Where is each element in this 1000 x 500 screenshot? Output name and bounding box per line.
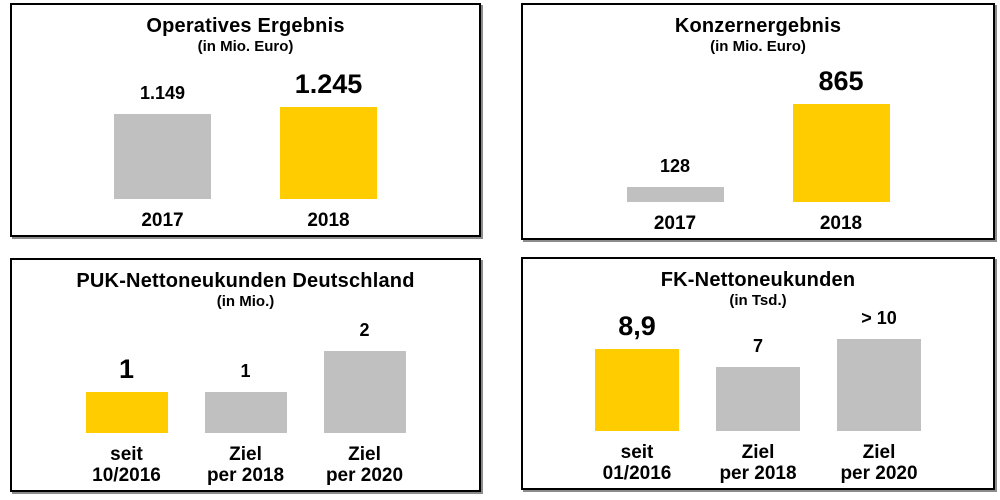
bar-category-line: per 2018 bbox=[719, 463, 797, 484]
panel-fk-nettoneukunden: FK-Nettoneukunden (in Tsd.) 8,9 seit 01/20… bbox=[521, 257, 995, 490]
bar-ziel-per-2018 bbox=[716, 367, 800, 431]
bar-category-label: 2017 bbox=[654, 213, 696, 234]
panel-puk-nettoneukunden: PUK-Nettoneukunden Deutschland (in Mio.)… bbox=[10, 258, 481, 492]
chart-subtitle: (in Tsd.) bbox=[729, 292, 787, 309]
bar-group-ziel-per-2018: 7 Ziel per 2018 bbox=[716, 336, 800, 484]
bar-value-label: 1 bbox=[118, 354, 135, 384]
bar-category-label: seit 10/2016 bbox=[92, 444, 161, 486]
bar-value-label: 7 bbox=[752, 336, 763, 356]
panel-operatives-ergebnis: Operatives Ergebnis (in Mio. Euro) 1.149… bbox=[10, 3, 481, 237]
bar-seit-10-2016 bbox=[85, 392, 168, 433]
bar-value-label: 1.245 bbox=[294, 69, 363, 99]
bar-group-ziel-per-2020: > 10 Ziel per 2020 bbox=[837, 308, 921, 484]
bar-2018 bbox=[280, 107, 377, 199]
bar-value-label: 128 bbox=[659, 156, 691, 176]
chart-subtitle: (in Mio.) bbox=[216, 293, 275, 310]
bar-seit-01-2016 bbox=[595, 349, 679, 431]
bar-category-label: Ziel per 2018 bbox=[207, 444, 284, 486]
bar-chart: 1 seit 10/2016 1 Ziel per 2018 2 Ziel per 2020 bbox=[12, 320, 479, 486]
bar-category-line: 10/2016 bbox=[92, 465, 161, 486]
bar-category-label: Ziel per 2020 bbox=[326, 444, 403, 486]
bar-group-2018: 865 2018 bbox=[792, 66, 890, 234]
bar-chart: 1.149 2017 1.245 2018 bbox=[12, 69, 479, 231]
bar-value-label: 2 bbox=[359, 320, 370, 340]
bar-category-line: per 2020 bbox=[325, 465, 404, 486]
bar-category-line: 01/2016 bbox=[602, 463, 672, 484]
bar-group-2017: 128 2017 bbox=[626, 156, 724, 234]
bar-2018 bbox=[792, 104, 890, 202]
bar-value-label: 1 bbox=[240, 361, 251, 381]
bar-ziel-per-2018 bbox=[204, 392, 287, 433]
bar-group-2017: 1.149 2017 bbox=[114, 83, 211, 231]
bar-category-line: 2017 bbox=[653, 213, 697, 234]
bar-category-line: Ziel bbox=[348, 444, 381, 465]
bar-group-2018: 1.245 2018 bbox=[280, 69, 377, 231]
bar-category-line: seit bbox=[620, 442, 654, 463]
bar-value-label: 865 bbox=[818, 66, 864, 96]
bar-group-ziel-per-2018: 1 Ziel per 2018 bbox=[204, 361, 287, 486]
bar-ziel-per-2020 bbox=[837, 339, 921, 431]
bar-chart: 8,9 seit 01/2016 7 Ziel per 2018 > 10 Ziel per 2… bbox=[523, 308, 993, 484]
bar-2017 bbox=[114, 114, 211, 199]
bar-category-label: Ziel per 2020 bbox=[840, 442, 917, 484]
bar-category-line: Ziel bbox=[741, 442, 775, 463]
bar-category-line: 2018 bbox=[819, 213, 863, 234]
bar-2017 bbox=[626, 187, 724, 202]
bar-category-line: seit bbox=[110, 444, 143, 465]
bar-group-seit-10-2016: 1 seit 10/2016 bbox=[85, 354, 168, 486]
bar-chart: 128 2017 865 2018 bbox=[523, 66, 993, 234]
bar-value-label: 1.149 bbox=[139, 83, 186, 103]
panel-konzernergebnis: Konzernergebnis (in Mio. Euro) 128 2017 86… bbox=[521, 3, 995, 240]
bar-category-label: 2018 bbox=[820, 213, 862, 234]
chart-title: Konzernergebnis bbox=[674, 15, 842, 37]
bar-group-seit-01-2016: 8,9 seit 01/2016 bbox=[595, 311, 679, 484]
bar-group-ziel-per-2020: 2 Ziel per 2020 bbox=[323, 320, 406, 486]
bar-category-label: Ziel per 2018 bbox=[719, 442, 796, 484]
bar-category-line: Ziel bbox=[862, 442, 896, 463]
chart-title: PUK-Nettoneukunden Deutschland bbox=[76, 270, 415, 292]
bar-category-label: 2017 bbox=[141, 210, 183, 231]
bar-category-label: 2018 bbox=[307, 210, 349, 231]
bar-category-line: 2017 bbox=[141, 210, 184, 231]
bar-category-line: per 2018 bbox=[206, 465, 285, 486]
chart-title: FK-Nettoneukunden bbox=[660, 269, 856, 291]
chart-title: Operatives Ergebnis bbox=[146, 15, 345, 37]
chart-subtitle: (in Mio. Euro) bbox=[710, 38, 806, 55]
bar-value-label: 8,9 bbox=[618, 311, 656, 341]
bar-category-line: 2018 bbox=[307, 210, 350, 231]
chart-subtitle: (in Mio. Euro) bbox=[197, 38, 294, 55]
bar-value-label: > 10 bbox=[861, 308, 897, 328]
bar-category-line: per 2020 bbox=[840, 463, 918, 484]
bar-category-line: Ziel bbox=[229, 444, 262, 465]
bar-category-label: seit 01/2016 bbox=[603, 442, 672, 484]
bar-ziel-per-2020 bbox=[323, 351, 406, 433]
